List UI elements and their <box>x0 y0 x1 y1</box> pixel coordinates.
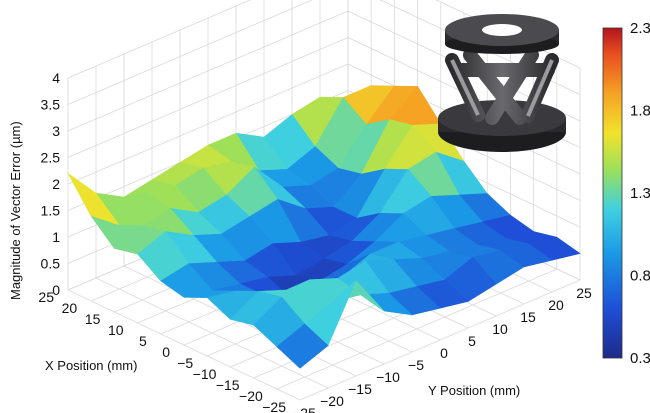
back-grid-line <box>67 0 252 79</box>
y-tick-label: −5 <box>408 357 424 373</box>
y-axis-label: Y Position (mm) <box>428 383 520 398</box>
floor-grid-line <box>276 268 557 390</box>
z-tick-label: 1 <box>52 229 60 245</box>
colorbar-tick-label: 0.3 <box>630 350 650 367</box>
x-tick-label: 5 <box>139 333 147 349</box>
x-tick-label: 0 <box>162 344 170 360</box>
z-tick-label: 3 <box>52 123 60 139</box>
x-tick-label: 10 <box>108 322 124 338</box>
colorbar: 2.3 1.8 1.3 0.8 0.3 <box>602 20 650 367</box>
x-tick-label: −5 <box>177 355 193 371</box>
x-axis-ticks: 25 20 15 10 50 −5−10−15−20−25 <box>38 289 286 413</box>
x-tick-label: 20 <box>62 300 78 316</box>
back-grid-line <box>67 63 349 185</box>
z-tick-label: 4 <box>52 70 60 86</box>
y-tick-label: −15 <box>348 381 372 397</box>
floor-grid-line <box>299 279 581 401</box>
back-grid-line <box>67 0 313 105</box>
y-tick-label: 0 <box>440 345 448 361</box>
y-tick-label: 15 <box>520 309 536 325</box>
y-tick-label: 5 <box>468 333 476 349</box>
colorbar-tick-label: 0.8 <box>630 268 650 285</box>
x-axis-label: X Position (mm) <box>45 358 137 373</box>
z-tick-label: 2.5 <box>41 150 61 166</box>
z-tick-label: 3.5 <box>41 97 61 113</box>
colorbar-tick-label: 1.8 <box>630 103 650 120</box>
z-tick-label: 2 <box>52 176 60 192</box>
y-tick-label: 25 <box>576 285 592 301</box>
z-axis-label: Magnitude of Vector Error (µm) <box>8 121 23 300</box>
y-tick-label: 20 <box>548 297 564 313</box>
y-tick-label: −10 <box>376 369 400 385</box>
x-tick-label: −20 <box>239 388 263 404</box>
x-tick-label: −25 <box>262 399 286 413</box>
z-tick-label: 0.5 <box>41 256 61 272</box>
colorbar-tick-label: 1.3 <box>630 185 650 202</box>
x-tick-label: −15 <box>216 377 240 393</box>
back-grid-line <box>67 37 349 158</box>
z-axis-ticks: 0 0.5 1 1.5 2 2.5 3 3.5 4 <box>41 70 61 298</box>
z-tick-label: 1.5 <box>41 203 61 219</box>
y-tick-label: 10 <box>492 321 508 337</box>
x-tick-label: 25 <box>38 289 54 305</box>
y-axis-ticks: −25 −20−15−10 −5 0 5 10 15 20 25 <box>292 285 592 413</box>
error-surface <box>67 84 581 369</box>
hexapod-stage-icon <box>438 14 566 152</box>
x-tick-label: −10 <box>193 366 217 382</box>
z-tick-label: 0 <box>52 282 60 298</box>
surface-patch <box>276 323 329 369</box>
x-tick-label: 15 <box>85 311 101 327</box>
colorbar-ticks: 2.3 1.8 1.3 0.8 0.3 <box>630 20 650 367</box>
y-tick-label: −25 <box>292 405 316 413</box>
y-tick-label: −20 <box>320 393 344 409</box>
colorbar-tick-label: 2.3 <box>630 20 650 37</box>
back-grid-line <box>67 10 349 132</box>
